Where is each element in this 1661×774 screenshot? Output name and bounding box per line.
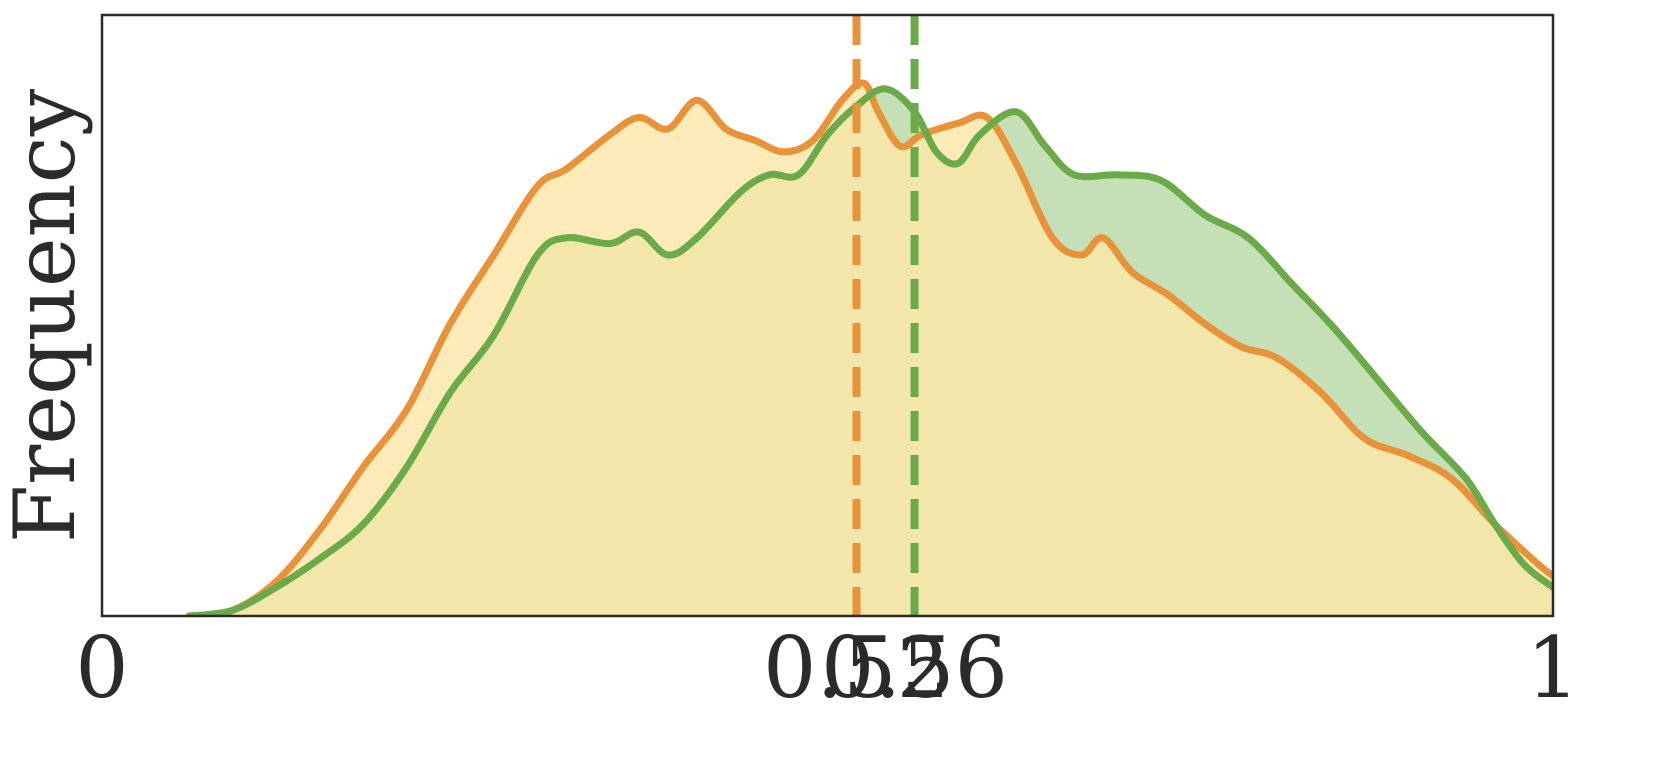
y-axis-label: Frequency bbox=[0, 88, 94, 543]
orange-density-line bbox=[185, 79, 1553, 616]
x-axis-ticks: 0 0.520.56 1 bbox=[75, 619, 1579, 717]
mean-lines bbox=[852, 15, 919, 616]
x-tick-label: 0.56 bbox=[821, 619, 1008, 717]
x-tick-label: 0.52 bbox=[763, 619, 950, 717]
x-tick-label: 0 bbox=[75, 619, 128, 717]
plot-frame bbox=[100, 13, 1555, 618]
green-density-line bbox=[185, 85, 1553, 616]
density-lines bbox=[185, 79, 1553, 616]
orange-density-area bbox=[189, 82, 1553, 616]
x-tick-label: 1 bbox=[1526, 619, 1579, 717]
